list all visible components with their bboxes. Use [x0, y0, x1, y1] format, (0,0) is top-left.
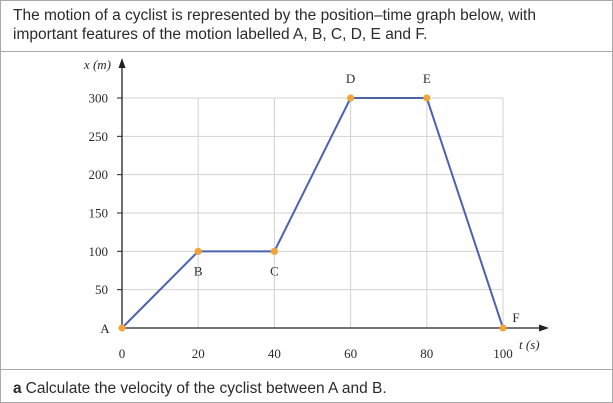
y-tick-label-50: 50	[95, 282, 108, 297]
x-tick-label-20: 20	[192, 346, 205, 361]
point-B	[194, 247, 202, 255]
question-part-a: a Calculate the velocity of the cyclist b…	[13, 379, 387, 398]
series-segment-CD	[273, 97, 352, 253]
top-divider	[1, 51, 612, 52]
series-segment-EF	[425, 97, 504, 329]
y-tick-label-200: 200	[89, 167, 109, 182]
x-axis-arrow	[539, 324, 549, 332]
series-segment-AB	[121, 250, 200, 329]
point-label-E: E	[423, 71, 431, 86]
part-text: Calculate the velocity of the cyclist be…	[25, 380, 387, 397]
y-tick-label-300: 300	[89, 91, 109, 106]
point-labels: A B C D E F	[100, 71, 519, 336]
grid-lines	[122, 97, 504, 328]
y-axis-arrow	[118, 58, 126, 68]
point-label-D: D	[346, 71, 355, 86]
x-axis-label: t (s)	[519, 337, 540, 352]
point-C	[270, 247, 278, 255]
point-label-A: A	[100, 321, 110, 336]
y-tick-label-250: 250	[89, 129, 109, 144]
x-tick-label-0: 0	[119, 346, 126, 361]
point-E	[423, 94, 431, 102]
point-A	[118, 324, 126, 332]
axes	[117, 58, 549, 332]
y-axis-label: x (m)	[83, 57, 111, 72]
point-F	[499, 324, 507, 332]
x-tick-label-80: 80	[420, 346, 433, 361]
x-tick-label-60: 60	[344, 346, 357, 361]
point-D	[347, 94, 355, 102]
bottom-divider	[1, 369, 612, 370]
tick-labels: 50 100 150 200 250 300 0 20 40 60 80 100	[89, 91, 513, 362]
position-time-chart: 50 100 150 200 250 300 0 20 40 60 80 100 x (m) t (s…	[83, 57, 549, 362]
series-line	[121, 97, 504, 329]
point-label-F: F	[512, 310, 519, 325]
part-letter: a	[13, 380, 22, 397]
y-tick-label-150: 150	[89, 206, 109, 221]
point-label-C: C	[270, 263, 279, 278]
y-tick-label-100: 100	[89, 244, 109, 259]
x-tick-label-40: 40	[268, 346, 281, 361]
data-points	[118, 94, 507, 332]
x-tick-label-100: 100	[493, 346, 513, 361]
point-label-B: B	[194, 263, 203, 278]
question-text: The motion of a cyclist is represented b…	[13, 7, 536, 43]
